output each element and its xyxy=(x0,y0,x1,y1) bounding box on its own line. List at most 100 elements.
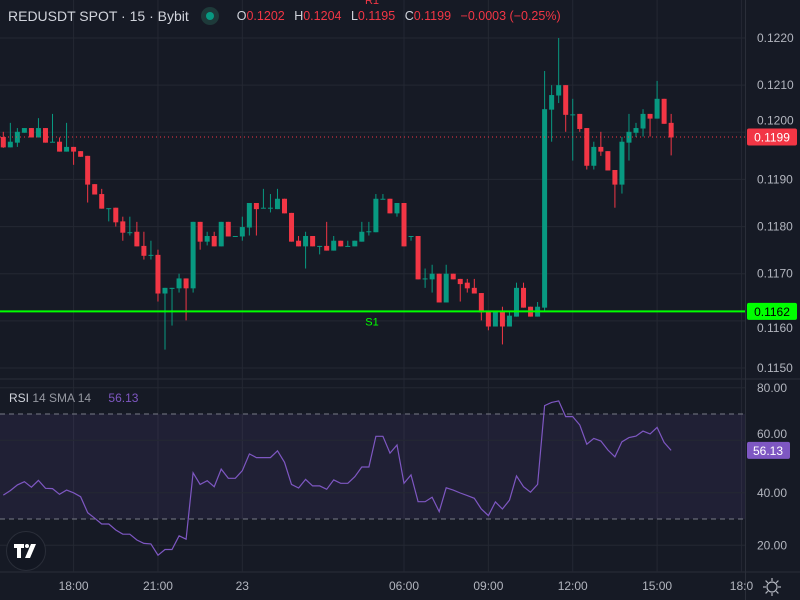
candle-body xyxy=(506,315,512,327)
candle-up xyxy=(619,137,625,194)
candle-up xyxy=(246,203,252,236)
candle-body xyxy=(232,236,238,238)
candle-body xyxy=(570,114,576,116)
candle-up xyxy=(591,141,597,170)
candle-body xyxy=(317,245,323,247)
candle-body xyxy=(401,203,407,247)
candle-body xyxy=(21,128,27,133)
candle-body xyxy=(619,141,625,185)
close-label: C xyxy=(404,9,414,23)
candle-body xyxy=(612,170,618,185)
candle-body xyxy=(42,128,48,143)
candle-body xyxy=(457,278,463,285)
candle-down xyxy=(605,151,611,171)
symbol-title[interactable]: REDUSDT SPOT · 15 · Bybit xyxy=(8,8,189,24)
candle-up xyxy=(345,240,351,247)
time-tick-label: 18:00 xyxy=(59,579,89,593)
candle-body xyxy=(492,311,498,327)
price-tick-label: 0.1150 xyxy=(757,361,793,375)
tradingview-logo-icon[interactable] xyxy=(6,531,46,571)
candle-down xyxy=(99,188,105,209)
candle-body xyxy=(176,278,182,289)
candle-body xyxy=(310,236,316,247)
candle-down xyxy=(310,236,316,247)
candle-up xyxy=(373,194,379,233)
candle-down xyxy=(296,236,302,247)
candle-down xyxy=(464,278,470,293)
candle-body xyxy=(556,85,562,96)
candle-body xyxy=(57,141,63,152)
candle-body xyxy=(289,212,295,242)
candle-body xyxy=(450,273,456,280)
candle-body xyxy=(78,151,84,157)
candle-body xyxy=(345,245,351,247)
gear-icon[interactable] xyxy=(762,577,782,597)
candle-body xyxy=(120,221,126,233)
candle-up xyxy=(359,221,365,242)
candle-body xyxy=(260,207,266,209)
time-tick-label: 21:00 xyxy=(143,579,173,593)
rsi-value-badge-text: 56.13 xyxy=(753,444,783,458)
rsi-name: RSI xyxy=(9,391,30,405)
candle-up xyxy=(21,128,27,133)
candle-up xyxy=(366,221,372,236)
candle-up xyxy=(267,194,273,213)
candle-down xyxy=(521,282,527,308)
candle-down xyxy=(598,131,604,156)
candle-down xyxy=(457,278,463,302)
candle-body xyxy=(0,137,6,148)
candle-body xyxy=(282,198,287,214)
candle-down xyxy=(120,216,126,241)
rsi-value-badge xyxy=(747,441,790,459)
candle-down xyxy=(113,207,119,227)
price-tick-label: 0.1160 xyxy=(757,321,793,335)
candle-body xyxy=(246,203,252,228)
candle-body xyxy=(14,131,20,143)
candle-body xyxy=(204,236,210,242)
candle-body xyxy=(267,207,273,209)
candle-down xyxy=(471,278,477,294)
candle-down xyxy=(499,306,505,345)
candle-body xyxy=(50,141,56,143)
candle-up xyxy=(443,264,449,303)
candle-up xyxy=(317,245,323,255)
price-tick-label: 0.1210 xyxy=(757,78,794,92)
candle-down xyxy=(450,273,456,280)
last-price-badge-text: 0.1199 xyxy=(754,131,790,145)
candle-body xyxy=(598,146,604,152)
candle-down xyxy=(0,131,6,148)
rsi-legend[interactable]: RSI 14 SMA 14 56.13 xyxy=(9,391,138,405)
rsi-params: 14 SMA 14 xyxy=(32,391,92,405)
candle-body xyxy=(415,236,421,280)
candle-body xyxy=(169,287,175,289)
candle-up xyxy=(380,194,386,200)
candle-body xyxy=(577,113,583,129)
candle-body xyxy=(28,128,34,138)
candle-body xyxy=(35,128,41,138)
resistance-label: R1 xyxy=(365,0,379,7)
time-tick-label: 06:00 xyxy=(389,579,419,593)
rsi-line xyxy=(2,400,672,557)
candle-up xyxy=(162,287,168,350)
candle-body xyxy=(422,278,428,280)
candle-down xyxy=(338,240,344,247)
candle-body xyxy=(211,236,217,247)
price-tick-label: 0.1220 xyxy=(757,31,794,45)
candle-up xyxy=(169,287,175,326)
candle-body xyxy=(443,273,449,303)
candle-up xyxy=(633,122,639,138)
candle-down xyxy=(436,273,442,303)
candle-down xyxy=(211,231,217,247)
candle-down xyxy=(253,203,259,236)
open-label: O xyxy=(236,9,247,23)
candle-body xyxy=(92,184,98,195)
candle-down xyxy=(668,113,674,156)
candle-up xyxy=(422,268,428,288)
time-tick-label: 15:00 xyxy=(642,579,672,593)
candle-body xyxy=(429,273,435,280)
candle-body xyxy=(563,85,569,115)
candle-body xyxy=(148,254,154,256)
candle-body xyxy=(64,146,70,152)
candle-up xyxy=(303,231,309,269)
